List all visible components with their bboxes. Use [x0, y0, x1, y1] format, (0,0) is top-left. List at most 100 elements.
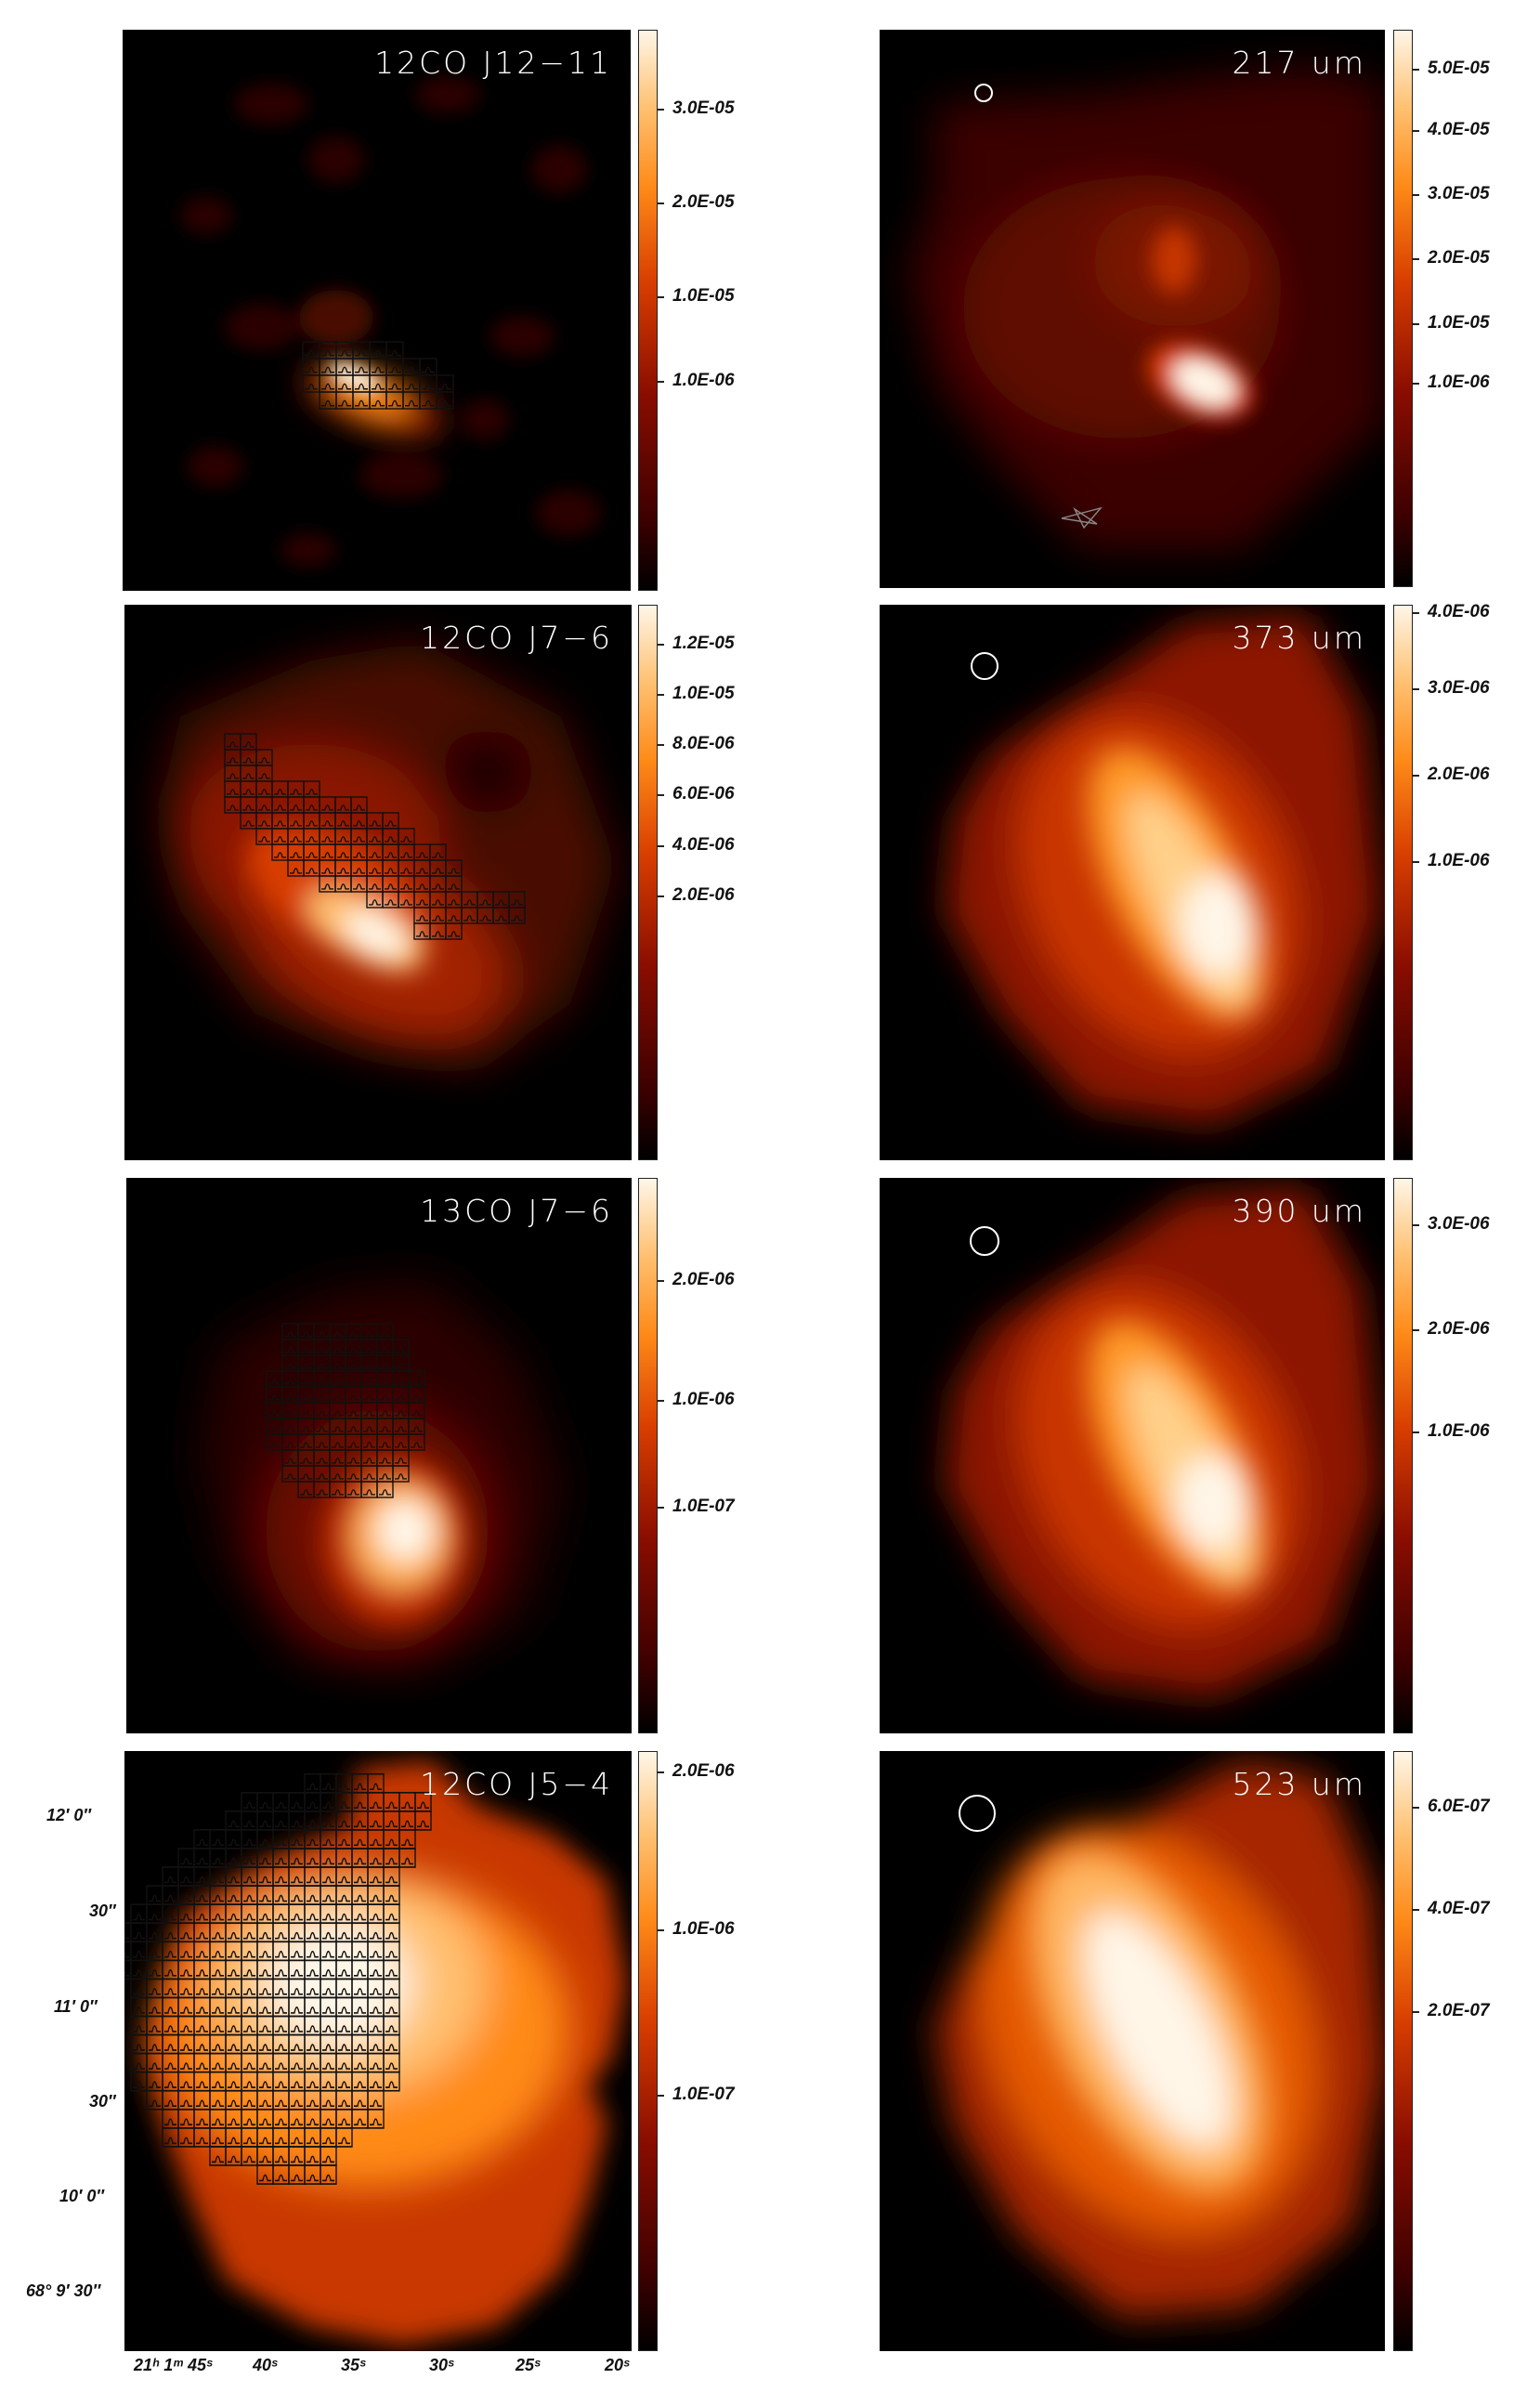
spectrum-line: [124, 1933, 129, 1940]
emission-map: [907, 67, 1385, 550]
emission-map: [180, 76, 601, 567]
spectrum-line: [180, 1876, 192, 1884]
spectrum-line: [322, 2155, 334, 2163]
spectrum-line: [243, 2062, 255, 2070]
spectrum-line: [379, 1331, 391, 1338]
spectrum-line: [196, 1968, 208, 1977]
spectrum-line: [212, 2044, 224, 2051]
spectrum-line: [243, 2081, 255, 2088]
spectrum-line: [322, 1894, 334, 1902]
spectrum-line: [180, 2099, 192, 2108]
spectrum-line: [332, 1331, 344, 1338]
spectrum-line: [332, 1363, 344, 1369]
spectrum-line: [268, 1379, 281, 1385]
spectrum-line: [275, 2137, 287, 2145]
colorbar-tick-label: 1.0E-06: [1428, 373, 1490, 392]
spectrum-line: [149, 1913, 161, 1921]
spectrum-line: [338, 1950, 350, 1958]
spectrum-line: [275, 2118, 287, 2126]
spectrum-line: [284, 1410, 296, 1417]
colorbar-tick-label: 6.0E-07: [1428, 1797, 1490, 1816]
spectrum-line: [227, 804, 239, 811]
spectrum-line: [338, 2137, 350, 2145]
spectrum-line: [322, 1783, 334, 1790]
spectrum-line: [284, 1473, 296, 1480]
spectrum-line: [347, 1347, 359, 1353]
spectrum-cell: [335, 2127, 353, 2148]
spectrum-line: [411, 1426, 423, 1432]
spectrum-line: [379, 1347, 391, 1353]
colorbar-tick-mark: [658, 1507, 664, 1509]
spectrum-line: [290, 836, 302, 843]
spectrum-line: [370, 2044, 382, 2051]
spectrum-line: [300, 1473, 312, 1480]
spectrum-line: [332, 1394, 344, 1401]
dec-label: 30″: [89, 1902, 116, 1920]
spectrum-line: [438, 383, 451, 390]
spectrum-line: [347, 1331, 359, 1338]
spectrum-line: [259, 2174, 271, 2182]
spectrum-line: [228, 1820, 240, 1828]
spectrum-cell: [320, 2164, 337, 2185]
spectrum-line: [448, 883, 460, 890]
colorbar-tick-label: 1.0E-07: [672, 1497, 735, 1516]
spectrum-line: [322, 1876, 334, 1884]
spectrum-line: [347, 1457, 359, 1464]
spectrum-line: [228, 1838, 240, 1847]
spectrum-line: [180, 1931, 192, 1940]
spectrum-line: [363, 1457, 375, 1464]
spectrum-line: [411, 1442, 423, 1448]
spectrum-line: [395, 1363, 407, 1369]
spectrum-line: [284, 1347, 296, 1353]
spectrum-line: [259, 2025, 271, 2033]
spectrum-line: [259, 1931, 271, 1940]
spectrum-line: [363, 1363, 375, 1369]
spectrum-line: [395, 1379, 407, 1385]
colorbar-tick-label: 1.0E-06: [1428, 1421, 1490, 1441]
spectrum-line: [180, 2118, 192, 2126]
colorbar-tick-mark: [658, 381, 664, 383]
spectrum-line: [322, 2025, 334, 2033]
spectrum-line: [395, 1394, 407, 1401]
spectrum-line: [228, 2137, 240, 2145]
spectrum-line: [259, 2155, 271, 2163]
spectrum-line: [322, 1950, 334, 1958]
spectrum-line: [259, 2081, 271, 2088]
spectrum-line: [337, 883, 349, 890]
spectrum-line: [164, 1894, 176, 1902]
spectrum-line: [337, 852, 349, 858]
spectrum-line: [322, 2174, 334, 2182]
spectrum-line: [307, 2044, 319, 2051]
spectrum-line: [321, 349, 334, 357]
spectrum-line: [347, 1410, 359, 1417]
spectrum-line: [164, 1968, 176, 1977]
spectrum-line: [180, 1857, 192, 1865]
spectrum-line: [354, 2118, 366, 2126]
spectrum-line: [300, 1426, 312, 1432]
spectrum-line: [149, 2044, 161, 2051]
spectrum-line: [411, 1394, 423, 1401]
spectrum-line: [284, 1394, 296, 1401]
spectrum-line: [291, 2081, 303, 2088]
spectrum-line: [268, 1442, 281, 1448]
spectrum-line: [370, 1838, 382, 1847]
spectrum-line: [275, 1838, 287, 1847]
spectrum-line: [385, 1950, 398, 1958]
spectrum-line: [411, 1410, 423, 1417]
spectrum-line: [322, 1838, 334, 1847]
spectrum-line: [332, 1379, 344, 1385]
spectrum-line: [337, 868, 349, 874]
spectrum-line: [316, 1394, 328, 1401]
colorbar-tick-mark: [658, 296, 664, 298]
spectrum-line: [291, 1894, 303, 1902]
star-marker-icon: [1061, 506, 1103, 529]
spectrum-line: [275, 1820, 287, 1828]
spectrum-line: [307, 2062, 319, 2070]
spectrum-line: [180, 1968, 192, 1977]
spectrum-line: [479, 899, 491, 906]
spectrum-line: [259, 2118, 271, 2126]
spectrum-line: [274, 804, 286, 811]
spectrum-line: [291, 1820, 303, 1828]
spectrum-line: [372, 399, 385, 407]
spectrum-line: [133, 1987, 145, 1995]
